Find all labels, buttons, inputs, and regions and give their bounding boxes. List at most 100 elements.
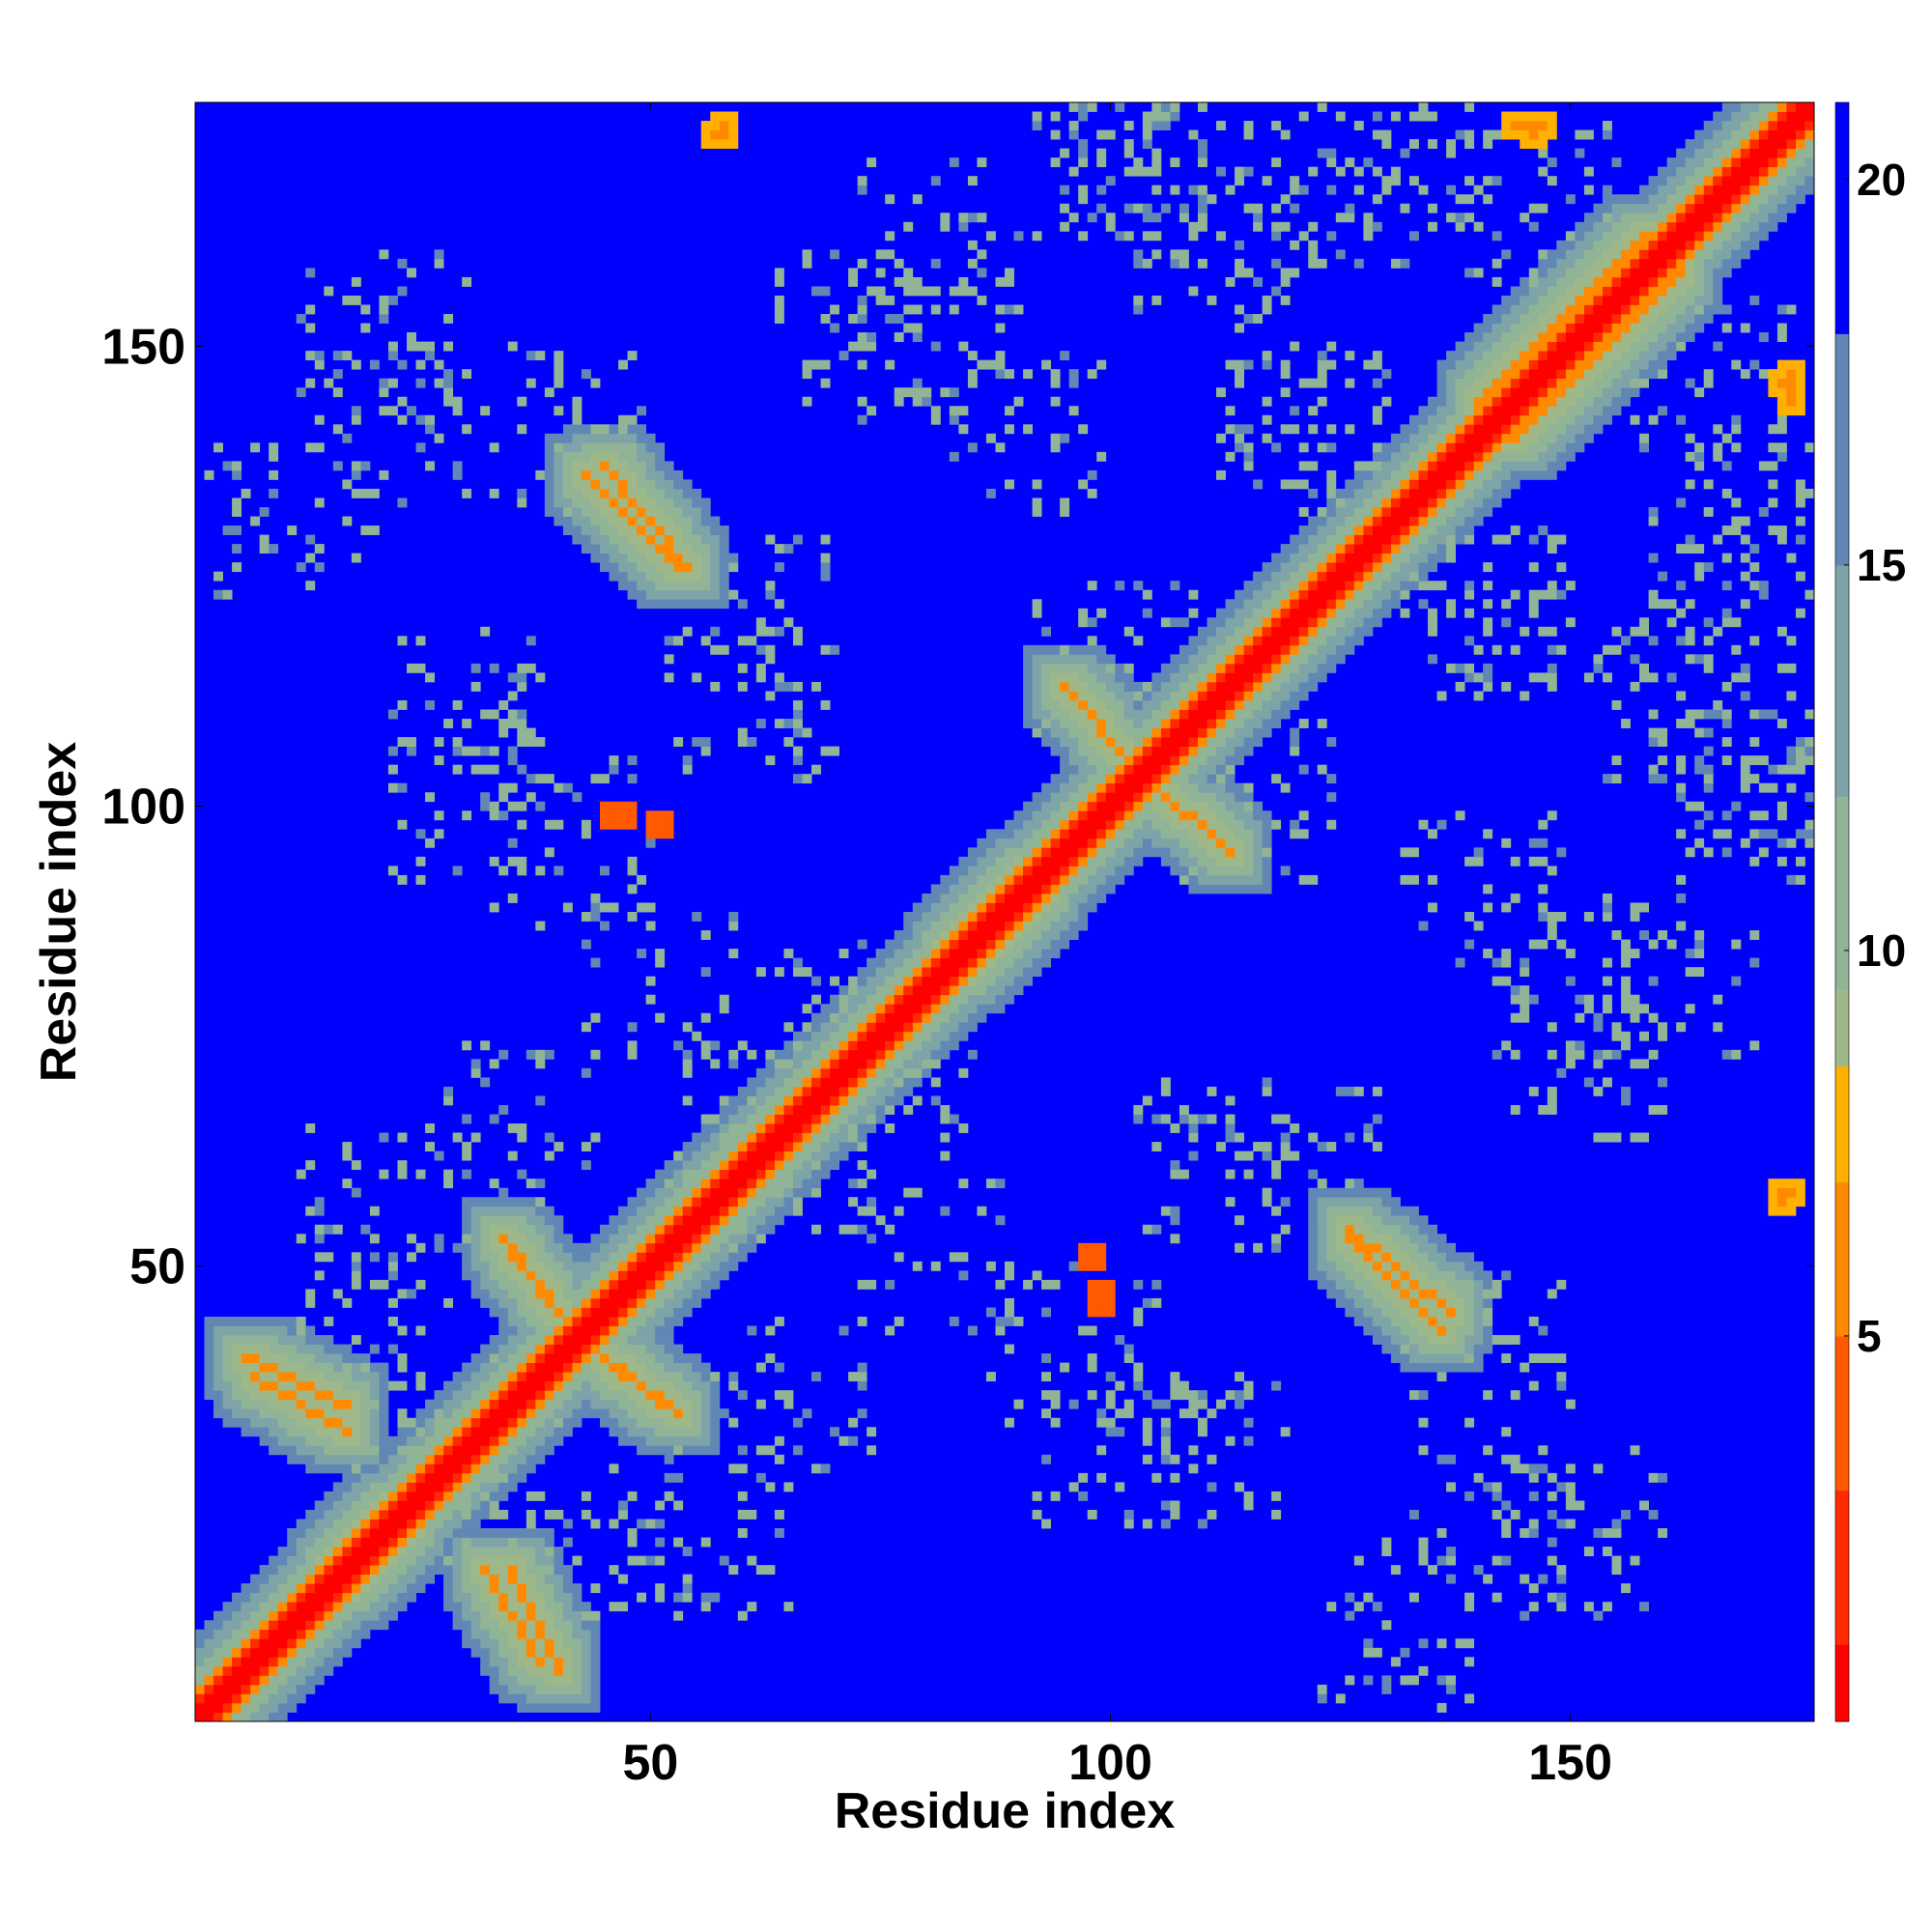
heatmap-cell xyxy=(572,1372,591,1382)
heatmap-cell xyxy=(535,1555,554,1566)
heatmap-cell xyxy=(332,1528,343,1538)
heatmap-cell xyxy=(811,1114,821,1124)
heatmap-cell xyxy=(692,1399,702,1409)
heatmap-cell xyxy=(1271,221,1291,232)
heatmap-cell xyxy=(728,1059,739,1069)
heatmap-cell xyxy=(1776,332,1787,342)
heatmap-cell xyxy=(985,1261,996,1271)
heatmap-cell xyxy=(645,810,674,821)
heatmap-cell xyxy=(1758,581,1769,591)
heatmap-cell xyxy=(673,1252,684,1263)
heatmap-cell xyxy=(1731,801,1742,811)
heatmap-cell xyxy=(747,1234,757,1244)
heatmap-cell xyxy=(517,1408,527,1419)
heatmap-cell xyxy=(930,1012,951,1023)
heatmap-cell xyxy=(269,1620,279,1631)
heatmap-cell xyxy=(1023,838,1042,848)
heatmap-cell xyxy=(1510,286,1530,297)
heatmap-cell xyxy=(1666,286,1687,297)
heatmap-cell xyxy=(1473,672,1484,683)
heatmap-cell xyxy=(1409,433,1429,443)
heatmap-cell xyxy=(1353,1242,1382,1253)
heatmap-cell xyxy=(443,1380,463,1391)
heatmap-cell xyxy=(1298,681,1319,692)
heatmap-cell xyxy=(562,1417,582,1428)
heatmap-cell xyxy=(1188,699,1199,710)
heatmap-cell xyxy=(250,1629,261,1639)
heatmap-cell xyxy=(314,562,325,573)
heatmap-cell xyxy=(1105,663,1116,673)
heatmap-cell xyxy=(562,1289,573,1299)
heatmap-cell xyxy=(1271,1242,1282,1253)
heatmap-cell xyxy=(1060,737,1079,747)
heatmap-cell xyxy=(581,526,601,535)
heatmap-cell xyxy=(1345,1234,1364,1244)
heatmap-cell xyxy=(369,1583,380,1594)
heatmap-cell xyxy=(1060,893,1070,903)
heatmap-cell xyxy=(1501,121,1512,130)
heatmap-cell xyxy=(600,544,619,554)
heatmap-cell xyxy=(342,1583,353,1594)
heatmap-cell xyxy=(489,1500,499,1511)
heatmap-cell xyxy=(387,295,398,305)
heatmap-cell xyxy=(1418,819,1429,830)
heatmap-cell xyxy=(1363,1325,1382,1336)
heatmap-cell xyxy=(1133,699,1144,710)
heatmap-cell xyxy=(1473,1270,1493,1281)
heatmap-cell xyxy=(1583,286,1594,297)
heatmap-cell xyxy=(655,819,666,830)
heatmap-cell xyxy=(857,1004,877,1014)
heatmap-cell xyxy=(700,1399,711,1409)
heatmap-cell xyxy=(1197,856,1217,867)
heatmap-cell xyxy=(1776,378,1797,388)
heatmap-cell xyxy=(1740,663,1750,673)
heatmap-cell xyxy=(922,1004,932,1014)
heatmap-cell xyxy=(857,985,877,996)
heatmap-cell xyxy=(1703,286,1714,297)
heatmap-cell xyxy=(296,1390,316,1401)
heatmap-cell xyxy=(1188,589,1199,600)
heatmap-cell xyxy=(1520,414,1530,425)
heatmap-cell xyxy=(867,1059,877,1069)
heatmap-cell xyxy=(867,1197,877,1208)
heatmap-cell xyxy=(774,967,784,978)
heatmap-cell xyxy=(600,1390,628,1401)
heatmap-cell xyxy=(351,1279,361,1290)
heatmap-cell xyxy=(489,801,499,811)
heatmap-cell xyxy=(1353,507,1374,517)
heatmap-cell xyxy=(407,1547,416,1556)
heatmap-cell xyxy=(1188,1114,1199,1124)
heatmap-cell xyxy=(1611,332,1622,342)
heatmap-cell xyxy=(1298,636,1309,646)
heatmap-cell xyxy=(241,1372,251,1382)
heatmap-cell xyxy=(1501,396,1530,407)
heatmap-cell xyxy=(1216,792,1236,803)
heatmap-cell xyxy=(1216,764,1226,775)
heatmap-cell xyxy=(1464,1297,1475,1308)
heatmap-cell xyxy=(1593,286,1604,297)
heatmap-cell xyxy=(572,1390,601,1401)
heatmap-cell xyxy=(1160,1077,1171,1088)
heatmap-cell xyxy=(517,488,527,498)
heatmap-cell xyxy=(1207,727,1217,738)
heatmap-cell xyxy=(940,1004,959,1014)
heatmap-cell xyxy=(554,369,564,380)
heatmap-cell xyxy=(1418,479,1447,490)
heatmap-cell xyxy=(728,1215,748,1226)
heatmap-cell xyxy=(462,1242,472,1253)
heatmap-cell xyxy=(387,1297,398,1308)
heatmap-cell xyxy=(1335,599,1346,610)
heatmap-cell xyxy=(1583,424,1604,435)
heatmap-cell xyxy=(1151,1297,1162,1308)
heatmap-cell xyxy=(1123,838,1144,848)
heatmap-cell xyxy=(369,1362,380,1373)
heatmap-cell xyxy=(1575,304,1585,315)
heatmap-cell xyxy=(387,1491,398,1501)
heatmap-cell xyxy=(1648,764,1659,775)
heatmap-cell xyxy=(728,1160,739,1171)
heatmap-cell xyxy=(259,1665,270,1676)
heatmap-cell xyxy=(967,442,978,453)
heatmap-cell xyxy=(1630,314,1640,324)
heatmap-cell xyxy=(1096,1252,1107,1263)
heatmap-cell xyxy=(1262,1197,1272,1208)
